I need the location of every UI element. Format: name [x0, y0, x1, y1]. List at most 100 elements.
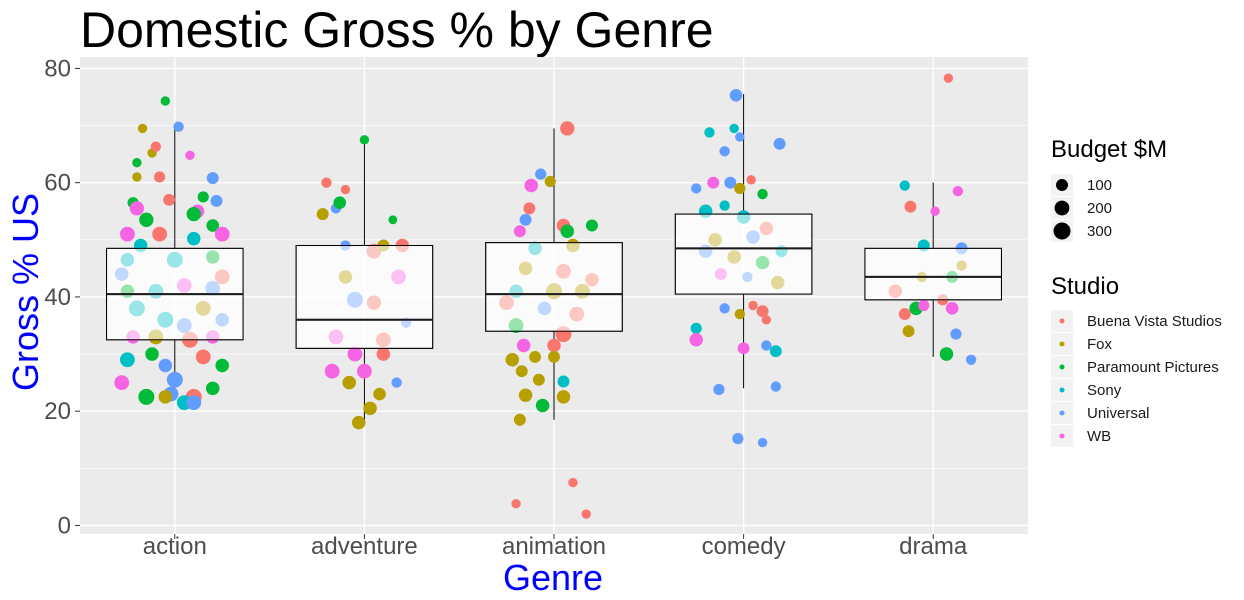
- data-point: [548, 350, 560, 363]
- data-point: [154, 171, 166, 183]
- y-tick-label: 40: [44, 284, 71, 311]
- data-point: [756, 305, 769, 318]
- data-point: [556, 390, 571, 404]
- data-point: [734, 182, 746, 194]
- box-overlay: [485, 242, 623, 332]
- data-point: [581, 509, 591, 519]
- data-point: [524, 178, 538, 193]
- data-point: [729, 123, 739, 134]
- x-tick-label: drama: [899, 533, 968, 560]
- data-point: [316, 208, 329, 221]
- data-point: [137, 123, 148, 134]
- data-point: [965, 354, 977, 365]
- data-point: [945, 302, 959, 315]
- y-tick-label: 80: [44, 55, 71, 82]
- data-point: [529, 350, 542, 363]
- legend-size-label: 200: [1087, 200, 1112, 217]
- data-point: [560, 121, 575, 136]
- x-axis: action adventure animation comedy drama: [143, 533, 968, 560]
- chart-title: Domestic Gross % by Genre: [80, 2, 714, 58]
- data-point: [532, 373, 545, 386]
- legend-budget-title: Budget $M: [1051, 136, 1167, 163]
- y-tick-label: 0: [58, 512, 71, 539]
- data-point: [761, 340, 772, 351]
- legend-color-key: [1059, 433, 1065, 439]
- legend-studio-label: Buena Vista Studios: [1087, 313, 1222, 330]
- data-point: [150, 141, 162, 152]
- data-point: [160, 96, 171, 106]
- y-tick-label: 60: [44, 170, 71, 197]
- data-point: [902, 325, 915, 338]
- data-point: [129, 201, 145, 216]
- data-point: [205, 381, 220, 396]
- data-point: [773, 137, 786, 150]
- data-point: [173, 121, 184, 132]
- data-point: [215, 358, 229, 373]
- data-point: [769, 345, 782, 358]
- data-point: [186, 206, 201, 222]
- legend-color-key: [1059, 318, 1065, 324]
- legend-studio-label: Sony: [1087, 382, 1122, 399]
- legend-studio: Studio Buena Vista Studios Fox Paramount P…: [1051, 273, 1222, 447]
- data-point: [519, 213, 532, 226]
- data-point: [904, 200, 917, 213]
- data-point: [516, 338, 531, 353]
- data-point: [737, 342, 750, 355]
- x-tick-label: comedy: [702, 533, 786, 560]
- data-point: [761, 315, 772, 325]
- data-point: [114, 375, 130, 391]
- data-point: [210, 194, 223, 207]
- data-point: [324, 363, 340, 379]
- data-point: [746, 175, 756, 185]
- data-point: [729, 88, 743, 102]
- data-point: [713, 383, 725, 396]
- data-point: [690, 322, 702, 334]
- data-point: [158, 390, 173, 404]
- data-point: [515, 365, 528, 378]
- data-point: [523, 202, 536, 215]
- data-point: [206, 219, 220, 232]
- data-point: [373, 387, 386, 401]
- data-point: [724, 176, 737, 189]
- data-point: [391, 377, 402, 388]
- data-point: [340, 184, 351, 195]
- legend-size-label: 300: [1087, 223, 1112, 240]
- legend-size-key: [1053, 222, 1071, 240]
- data-point: [214, 226, 230, 242]
- data-point: [120, 226, 135, 242]
- data-point: [918, 299, 930, 312]
- legend-color-key: [1059, 387, 1065, 393]
- legend-size-key: [1056, 179, 1068, 191]
- data-point: [139, 212, 154, 227]
- data-point: [704, 127, 715, 138]
- data-point: [691, 183, 702, 194]
- data-point: [185, 150, 195, 160]
- y-axis-title: Gross % US: [5, 193, 46, 391]
- legend-studio-title: Studio: [1051, 273, 1119, 300]
- legend-size-label: 100: [1087, 177, 1112, 194]
- data-point: [943, 73, 954, 83]
- data-point: [732, 433, 744, 445]
- data-point: [560, 224, 575, 238]
- data-point: [707, 176, 720, 189]
- data-point: [152, 226, 168, 242]
- data-point: [950, 328, 962, 340]
- data-point: [557, 375, 570, 388]
- x-tick-label: animation: [502, 533, 606, 560]
- legend-studio-label: WB: [1087, 428, 1111, 445]
- data-point: [719, 303, 730, 314]
- data-point: [585, 219, 598, 232]
- data-point: [930, 206, 940, 216]
- data-point: [568, 477, 578, 488]
- data-point: [351, 415, 366, 430]
- legend-studio-label: Universal: [1087, 405, 1150, 422]
- legend-color-key: [1059, 341, 1065, 347]
- data-point: [719, 146, 730, 157]
- data-point: [359, 135, 370, 145]
- legend-size-key: [1054, 200, 1070, 216]
- data-point: [719, 200, 730, 211]
- y-axis: 0 20 40 60 80: [44, 55, 80, 539]
- data-point: [120, 352, 135, 368]
- data-point: [321, 177, 332, 188]
